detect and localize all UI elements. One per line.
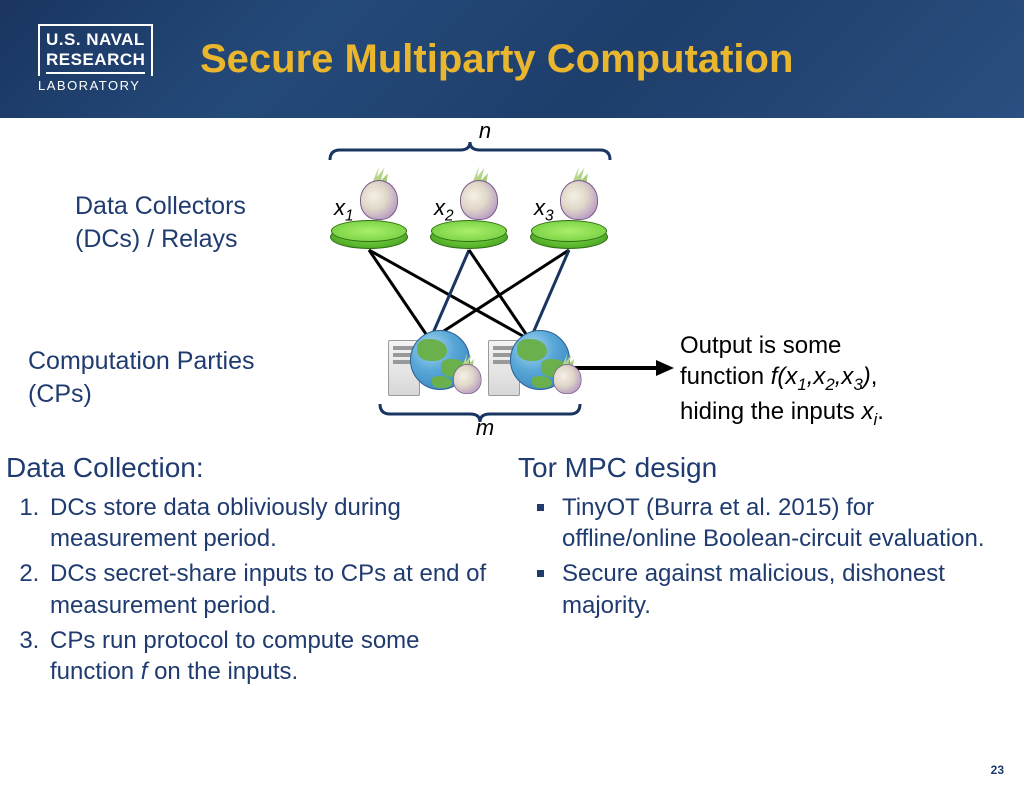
onion-icon — [553, 358, 583, 394]
onion-icon — [360, 172, 400, 220]
edge — [530, 250, 569, 340]
top-brace — [330, 142, 610, 160]
x2-label: x2 — [434, 195, 454, 225]
tor-mpc-list: TinyOT (Burra et al. 2015) for offline/o… — [518, 492, 1014, 621]
list-item: CPs run protocol to compute some functio… — [46, 625, 502, 687]
data-collectors-label: Data Collectors (DCs) / Relays — [75, 190, 246, 255]
edge — [430, 250, 569, 340]
nrl-logo: U.S. NAVAL RESEARCH LABORATORY — [38, 24, 158, 93]
output-arrow-head — [656, 360, 674, 376]
router-icon — [330, 225, 408, 249]
n-count-label: n — [310, 118, 660, 144]
router-icon — [530, 225, 608, 249]
logo-line-2: RESEARCH — [46, 50, 145, 74]
slide-header: U.S. NAVAL RESEARCH LABORATORY Secure Mu… — [0, 0, 1024, 118]
onion-icon — [453, 358, 483, 394]
edge — [369, 250, 430, 340]
tor-mpc-heading: Tor MPC design — [518, 452, 1014, 484]
slide-title: Secure Multiparty Computation — [200, 37, 793, 82]
x1-label: x1 — [334, 195, 354, 225]
edge — [430, 250, 469, 340]
data-collection-heading: Data Collection: — [6, 452, 502, 484]
edge — [469, 250, 530, 340]
m-count-label: m — [340, 415, 630, 441]
data-collection-column: Data Collection: DCs store data obliviou… — [0, 452, 512, 691]
list-item: DCs secret-share inputs to CPs at end of… — [46, 558, 502, 620]
onion-icon — [560, 172, 600, 220]
data-collection-list: DCs store data obliviously during measur… — [6, 492, 502, 687]
list-item: DCs store data obliviously during measur… — [46, 492, 502, 554]
tor-mpc-column: Tor MPC design TinyOT (Burra et al. 2015… — [512, 452, 1024, 691]
page-number: 23 — [991, 763, 1004, 777]
edge — [369, 250, 530, 340]
router-icon — [430, 225, 508, 249]
list-item: TinyOT (Burra et al. 2015) for offline/o… — [558, 492, 1014, 554]
computation-parties-label: Computation Parties (CPs) — [28, 345, 255, 410]
list-item: Secure against malicious, dishonest majo… — [558, 558, 1014, 620]
logo-line-3: LABORATORY — [38, 78, 158, 93]
x3-label: x3 — [534, 195, 554, 225]
body-columns: Data Collection: DCs store data obliviou… — [0, 452, 1024, 691]
output-description: Output is some function f(x1,x2,x3), hid… — [680, 330, 1010, 430]
logo-line-1: U.S. NAVAL — [46, 30, 145, 50]
onion-icon — [460, 172, 500, 220]
